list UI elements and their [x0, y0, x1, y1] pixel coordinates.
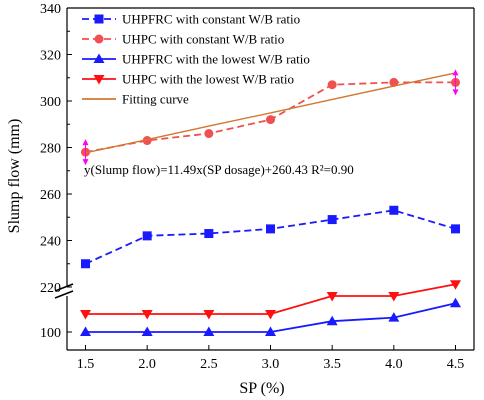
data-point-series-3	[326, 315, 338, 326]
data-point-series-3	[265, 326, 276, 336]
y-tick-label: 280	[40, 142, 61, 157]
error-bar-cap	[452, 69, 459, 76]
data-point-series-3	[388, 312, 400, 322]
legend-label-5: Fitting curve	[122, 92, 189, 107]
axis-break-mark	[54, 283, 74, 292]
data-point-series-4	[450, 280, 461, 290]
x-tick-label: 1.5	[77, 357, 95, 372]
data-point-series-4	[388, 292, 400, 302]
x-tick-label: 4.0	[385, 357, 403, 372]
x-tick-label: 3.0	[262, 357, 280, 372]
y-tick-label: 240	[40, 235, 61, 250]
data-point-series-3	[80, 326, 91, 336]
y-tick-label: 260	[40, 188, 61, 203]
data-point-series-2	[204, 129, 214, 139]
legend-marker-1	[94, 14, 104, 24]
series-line-5	[85, 72, 456, 154]
data-point-series-4	[265, 310, 276, 320]
legend-marker-3	[93, 53, 105, 63]
legend-marker-2	[94, 34, 104, 44]
data-point-series-1	[204, 229, 214, 239]
series-line-1	[85, 209, 456, 265]
data-point-series-2	[142, 136, 152, 146]
data-point-series-2	[327, 80, 337, 90]
legend-label-4: UHPC with the lowest W/B ratio	[122, 72, 294, 87]
y-axis-title: Slump flow (mm)	[6, 119, 23, 234]
data-point-series-1	[389, 205, 399, 215]
data-point-series-4	[80, 310, 91, 320]
legend-label-3: UHPFRC with the lowest W/B ratio	[122, 52, 310, 67]
data-point-series-1	[142, 231, 152, 241]
axis-break-gap	[53, 288, 73, 295]
x-tick-label: 4.5	[447, 357, 465, 372]
axis-break-mark	[54, 290, 74, 299]
x-axis-title: SP (%)	[239, 380, 284, 397]
data-point-series-4	[141, 310, 153, 320]
data-point-series-1	[451, 224, 460, 234]
error-bar-cap	[82, 159, 89, 166]
data-point-series-2	[389, 77, 399, 87]
data-point-series-1	[327, 215, 337, 225]
legend-label-2: UHPC with constant W/B ratio	[122, 32, 284, 47]
error-bar-cap	[82, 139, 89, 146]
data-point-series-4	[326, 292, 338, 302]
data-point-series-3	[450, 297, 461, 308]
x-tick-label: 2.5	[200, 357, 218, 372]
fit-equation: y(Slump flow)=11.49x(SP dosage)+260.43 R…	[84, 162, 354, 177]
series-line-4	[85, 283, 456, 315]
data-point-series-1	[81, 259, 90, 269]
legend-label-1: UHPFRC with constant W/B ratio	[122, 12, 300, 27]
data-point-series-3	[141, 326, 153, 336]
data-point-series-4	[203, 310, 215, 320]
x-tick-label: 3.5	[323, 357, 341, 372]
y-tick-label: 100	[40, 326, 61, 341]
y-tick-label: 320	[40, 49, 61, 64]
data-point-series-3	[203, 326, 215, 336]
data-point-series-2	[266, 115, 275, 125]
plot-area: 1.5 2.0 2.5 3.0 3.5 4.0 4.5 220 240 260 280 300 320 3…	[40, 2, 475, 372]
y-tick-label: 300	[40, 95, 61, 110]
y-tick-label: 220	[40, 281, 61, 296]
error-bar-cap	[452, 89, 459, 96]
data-point-series-1	[266, 224, 275, 234]
y-tick-label: 340	[40, 2, 61, 17]
legend-marker-4	[93, 75, 105, 85]
x-tick-label: 2.0	[138, 357, 156, 372]
